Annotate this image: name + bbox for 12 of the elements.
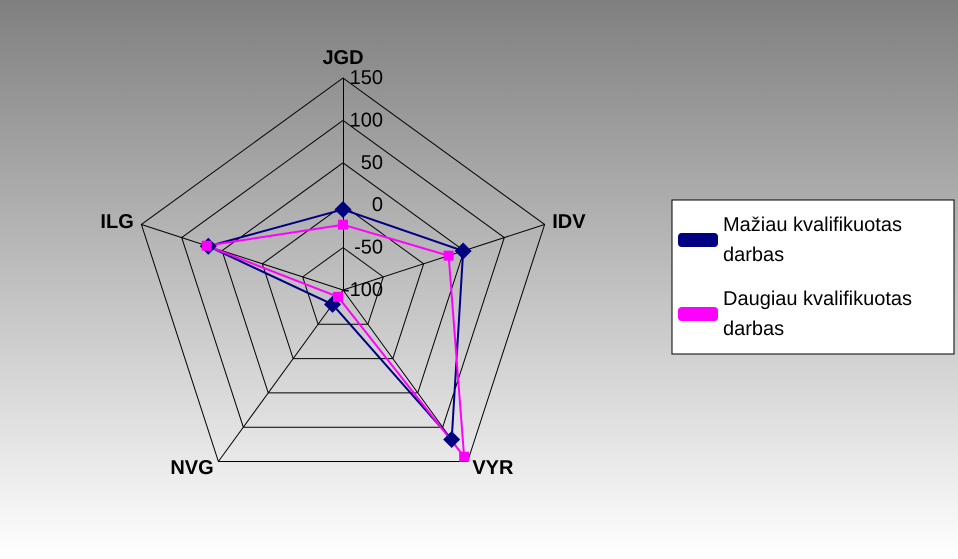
spoke-label: JGD [322, 47, 364, 70]
y-tick-label: 150 [350, 67, 383, 89]
y-tick-label: 50 [360, 152, 383, 174]
y-tick-label: 0 [372, 194, 383, 216]
spoke-label: IDV [552, 211, 586, 234]
legend-label: Mažiau kvalifikuotas darbas [723, 214, 908, 266]
legend-label: Daugiau kvalifikuotas darbas [723, 288, 918, 340]
spoke-label: NVG [170, 456, 214, 479]
spoke-label: VYR [472, 456, 514, 479]
y-tick-label: -50 [354, 236, 383, 259]
spoke-label: ILG [100, 211, 134, 234]
y-tick-label: 100 [350, 109, 383, 132]
